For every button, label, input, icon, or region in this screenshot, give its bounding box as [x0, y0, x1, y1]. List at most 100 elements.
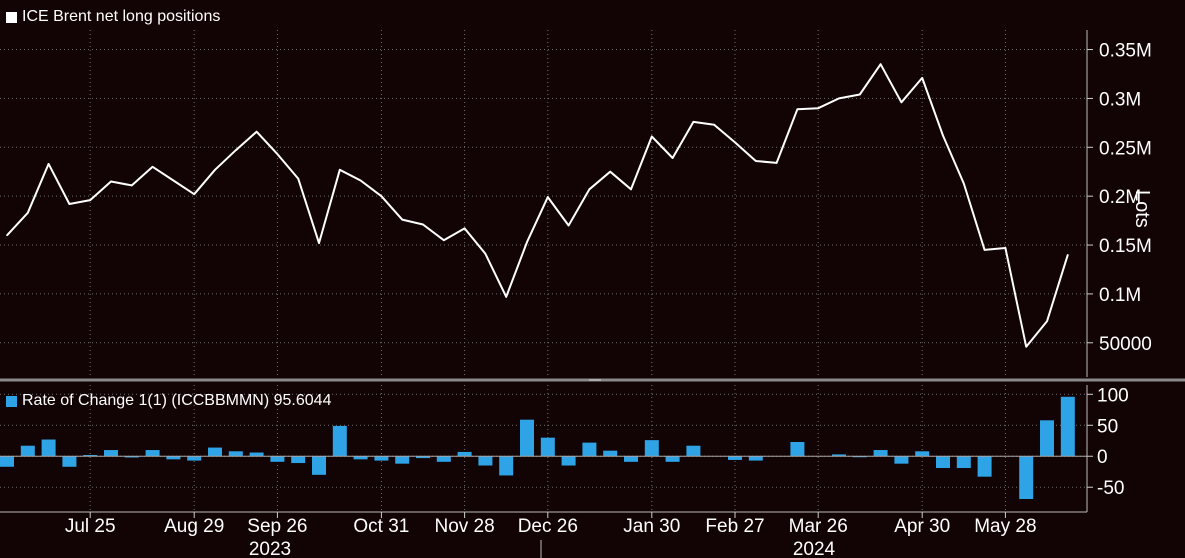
net-long-point [921, 77, 923, 79]
y-tick-label-top: 0.2M [1099, 187, 1141, 208]
roc-bar [395, 456, 410, 464]
roc-bar [686, 445, 701, 457]
net-long-point [796, 108, 799, 110]
roc-bar [832, 454, 846, 457]
x-tick-label: May 28 [974, 516, 1036, 537]
net-long-point [879, 63, 882, 66]
roc-bar [1019, 456, 1034, 499]
roc-bar [416, 456, 430, 459]
x-tick-label: Apr 30 [894, 516, 950, 537]
x-tick-label: Jul 25 [65, 516, 116, 537]
roc-bar [228, 451, 243, 457]
net-long-point [68, 203, 71, 205]
net-long-point [1004, 247, 1007, 249]
x-tick-label: Jan 30 [623, 516, 680, 537]
roc-bar [790, 441, 805, 457]
roc-bar [353, 456, 368, 460]
x-tick-label: Aug 29 [164, 516, 224, 537]
y-tick-label-bottom: 100 [1097, 385, 1129, 406]
roc-bar [83, 455, 98, 457]
net-long-point [1067, 254, 1069, 256]
net-long-point [609, 170, 611, 173]
x-tick-label: Nov 28 [434, 516, 494, 537]
roc-bar [665, 456, 680, 462]
net-long-point [755, 160, 757, 162]
net-long-point [443, 239, 445, 241]
net-long-point [547, 196, 549, 198]
roc-bar [270, 456, 285, 462]
roc-bar [62, 456, 77, 467]
y-tick-label-bottom: -50 [1097, 478, 1124, 499]
roc-bar [374, 456, 389, 461]
net-long-point [630, 188, 632, 191]
net-long-point [671, 157, 674, 159]
net-long-point [900, 101, 903, 104]
y-tick-label-bottom: 0 [1097, 447, 1108, 468]
x-tick-label: Sep 26 [247, 516, 307, 537]
roc-bar [748, 456, 763, 461]
year-label-2024: 2024 [793, 539, 836, 558]
roc-bar [499, 456, 514, 476]
roc-bar [1040, 420, 1054, 457]
net-long-point [567, 224, 570, 227]
net-long-point [505, 296, 508, 298]
legend-top: ICE Brent net long positions [6, 8, 220, 26]
net-long-point [963, 182, 965, 185]
roc-bar [104, 450, 118, 457]
roc-bar [520, 419, 534, 457]
roc-bar [332, 425, 347, 457]
net-long-point [193, 193, 195, 196]
line-layer [6, 63, 1069, 348]
net-long-point [484, 253, 487, 255]
roc-bar [894, 456, 909, 464]
net-long-point [47, 163, 50, 165]
net-long-point [401, 218, 404, 221]
roc-bar [478, 456, 493, 466]
roc-bar [624, 456, 638, 462]
roc-bar [728, 456, 742, 460]
net-long-point [6, 234, 8, 237]
roc-bar [166, 456, 181, 460]
net-long-point [339, 168, 341, 171]
roc-bar [124, 456, 139, 458]
roc-bar [540, 437, 555, 457]
net-long-point [775, 162, 778, 164]
net-long-point [817, 107, 819, 109]
net-long-point [526, 241, 528, 243]
roc-bar [915, 451, 930, 457]
roc-bar [457, 451, 472, 457]
legend-swatch-bars [6, 395, 17, 407]
net-long-series-line [6, 63, 1069, 348]
roc-bar [436, 456, 451, 462]
net-long-point [1046, 320, 1048, 323]
x-tick-label: Dec 26 [518, 516, 578, 537]
legend-label-net-long: ICE Brent net long positions [22, 8, 221, 25]
net-long-point [1025, 345, 1027, 348]
net-long-point [838, 97, 840, 100]
axes-layer: 50000 0.1M 0.15M 0.2M 0.25M 0.3M 0.35M -50 0 50 10… [0, 30, 1185, 558]
net-long-point [235, 149, 237, 152]
net-long-point [110, 180, 112, 183]
x-tick-label: Mar 26 [789, 516, 848, 537]
legend-swatch-line [6, 11, 17, 23]
net-long-point [859, 93, 861, 96]
net-long-point [131, 184, 133, 187]
roc-bar [41, 439, 56, 457]
roc-bar [936, 456, 950, 469]
legend-bottom: Rate of Change 1(1) (ICCBBMMN) 95.6044 [6, 392, 331, 410]
net-long-point [359, 179, 362, 182]
net-long-point [651, 135, 653, 138]
y-axis-label: Lots [1131, 190, 1153, 228]
y-tick-label-top: 0.3M [1099, 89, 1141, 110]
net-long-point [151, 166, 154, 168]
roc-bar [249, 452, 264, 457]
year-label-2023: 2023 [249, 539, 291, 558]
roc-bar [187, 456, 202, 461]
net-long-point [318, 242, 320, 244]
net-long-point [983, 249, 986, 251]
roc-bar [291, 456, 306, 464]
roc-bar [582, 442, 597, 457]
net-long-point [713, 124, 715, 126]
